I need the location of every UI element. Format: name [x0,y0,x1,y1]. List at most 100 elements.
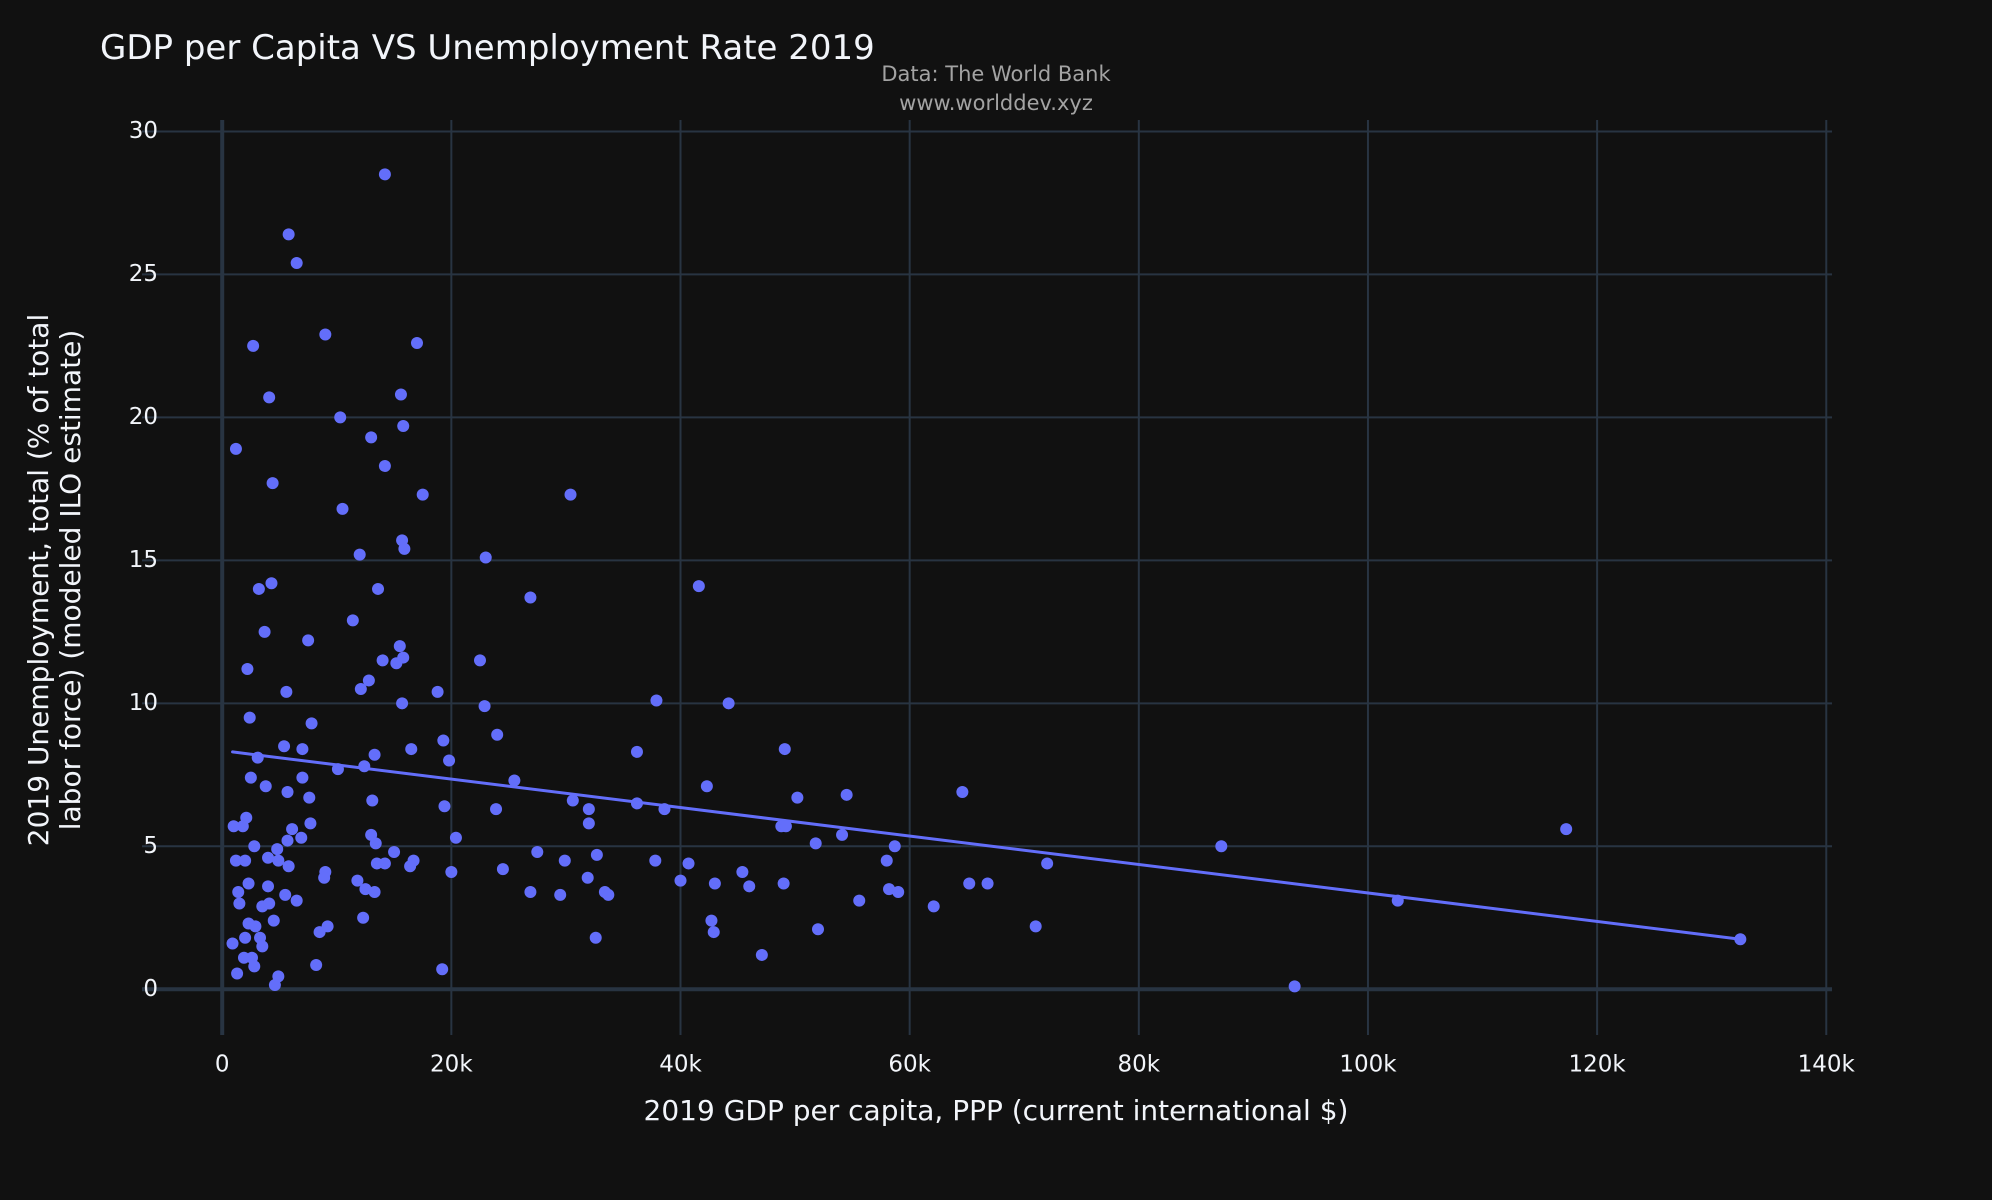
data-point [1041,857,1054,870]
data-point [319,328,332,341]
data-point [397,419,410,432]
data-point [880,854,893,867]
data-point [271,843,284,856]
data-point [956,785,969,798]
data-point [398,542,411,555]
data-point [357,911,370,924]
y-axis-ticks: 0 5 10 15 20 25 30 [129,118,158,1002]
data-point [1560,823,1573,836]
data-point [290,256,303,269]
data-point [331,763,344,776]
source-line-2: www.worlddev.xyz [899,91,1093,115]
data-point [266,477,279,490]
data-point [376,654,389,667]
data-point [602,888,615,901]
x-axis-title: 2019 GDP per capita, PPP (current intern… [644,1094,1349,1127]
data-point [296,771,309,784]
data-point [252,582,265,595]
data-point [351,874,364,887]
data-point [722,697,735,710]
data-point [524,591,537,604]
data-point [755,948,768,961]
data-point [589,931,602,944]
data-point [531,846,544,858]
x-axis-ticks: 0 20k 40k 60k 80k 100k 120k 140k [215,1052,1856,1078]
data-point [1734,933,1747,946]
y-tick-label: 10 [129,690,158,716]
x-tick-label: 100k [1339,1052,1397,1078]
trendline-group [231,750,1742,941]
data-point [229,442,242,455]
data-point [791,791,804,804]
data-point [393,640,406,653]
data-point [707,926,720,939]
x-tick-label: 140k [1798,1052,1856,1078]
y-tick-label: 25 [129,261,158,287]
data-point [278,740,291,753]
y-axis-title-line-2: labor force) (modeled ILO estimate) [54,330,87,831]
data-point [777,877,790,890]
data-point [474,654,486,667]
trendline [231,750,1742,941]
y-tick-label: 15 [129,547,158,573]
data-point [290,894,303,907]
data-point [708,877,721,890]
data-point [445,866,458,879]
data-point [239,931,252,944]
data-point [888,840,901,853]
data-point [410,337,423,350]
data-point [262,851,275,864]
data-point [396,697,409,710]
data-point [286,823,299,836]
data-point [431,685,444,698]
data-point [700,780,713,793]
data-point [674,874,687,887]
data-point [650,694,663,707]
data-point [310,958,323,971]
data-point [394,388,407,401]
data-point [524,886,537,899]
data-point [281,785,294,798]
data-point [590,848,603,861]
data-point [359,883,372,896]
y-axis-title-line-1: 2019 Unemployment, total (% of total [22,314,55,846]
data-point [853,894,866,907]
data-point [268,978,281,991]
data-point [372,582,385,595]
data-point [303,791,316,804]
data-point [241,663,254,675]
data-point [743,880,756,893]
data-point [779,820,792,833]
x-tick-label: 120k [1569,1052,1627,1078]
data-point [236,820,249,833]
data-point [496,863,509,876]
data-point [437,734,450,747]
data-point [840,788,853,801]
data-point [378,857,391,870]
data-point [491,728,504,741]
data-point [305,717,318,730]
data-point [242,877,255,890]
data-point [566,794,579,807]
data-point [378,168,391,181]
y-tick-label: 20 [129,404,158,430]
data-point [262,880,275,893]
data-point [405,743,418,756]
data-point [244,771,257,784]
data-points [226,168,1747,993]
data-point [265,577,278,590]
data-point [390,657,403,670]
data-point [365,431,378,444]
data-point [582,817,595,830]
data-point [259,780,272,793]
data-point [243,711,256,724]
data-point [279,888,292,901]
source-line-1: Data: The World Bank [881,62,1111,86]
data-point [416,488,429,501]
data-point [229,854,242,867]
data-point [334,411,347,424]
data-point [554,888,567,901]
data-point [296,743,309,756]
data-point [378,459,391,472]
data-point [282,228,295,241]
